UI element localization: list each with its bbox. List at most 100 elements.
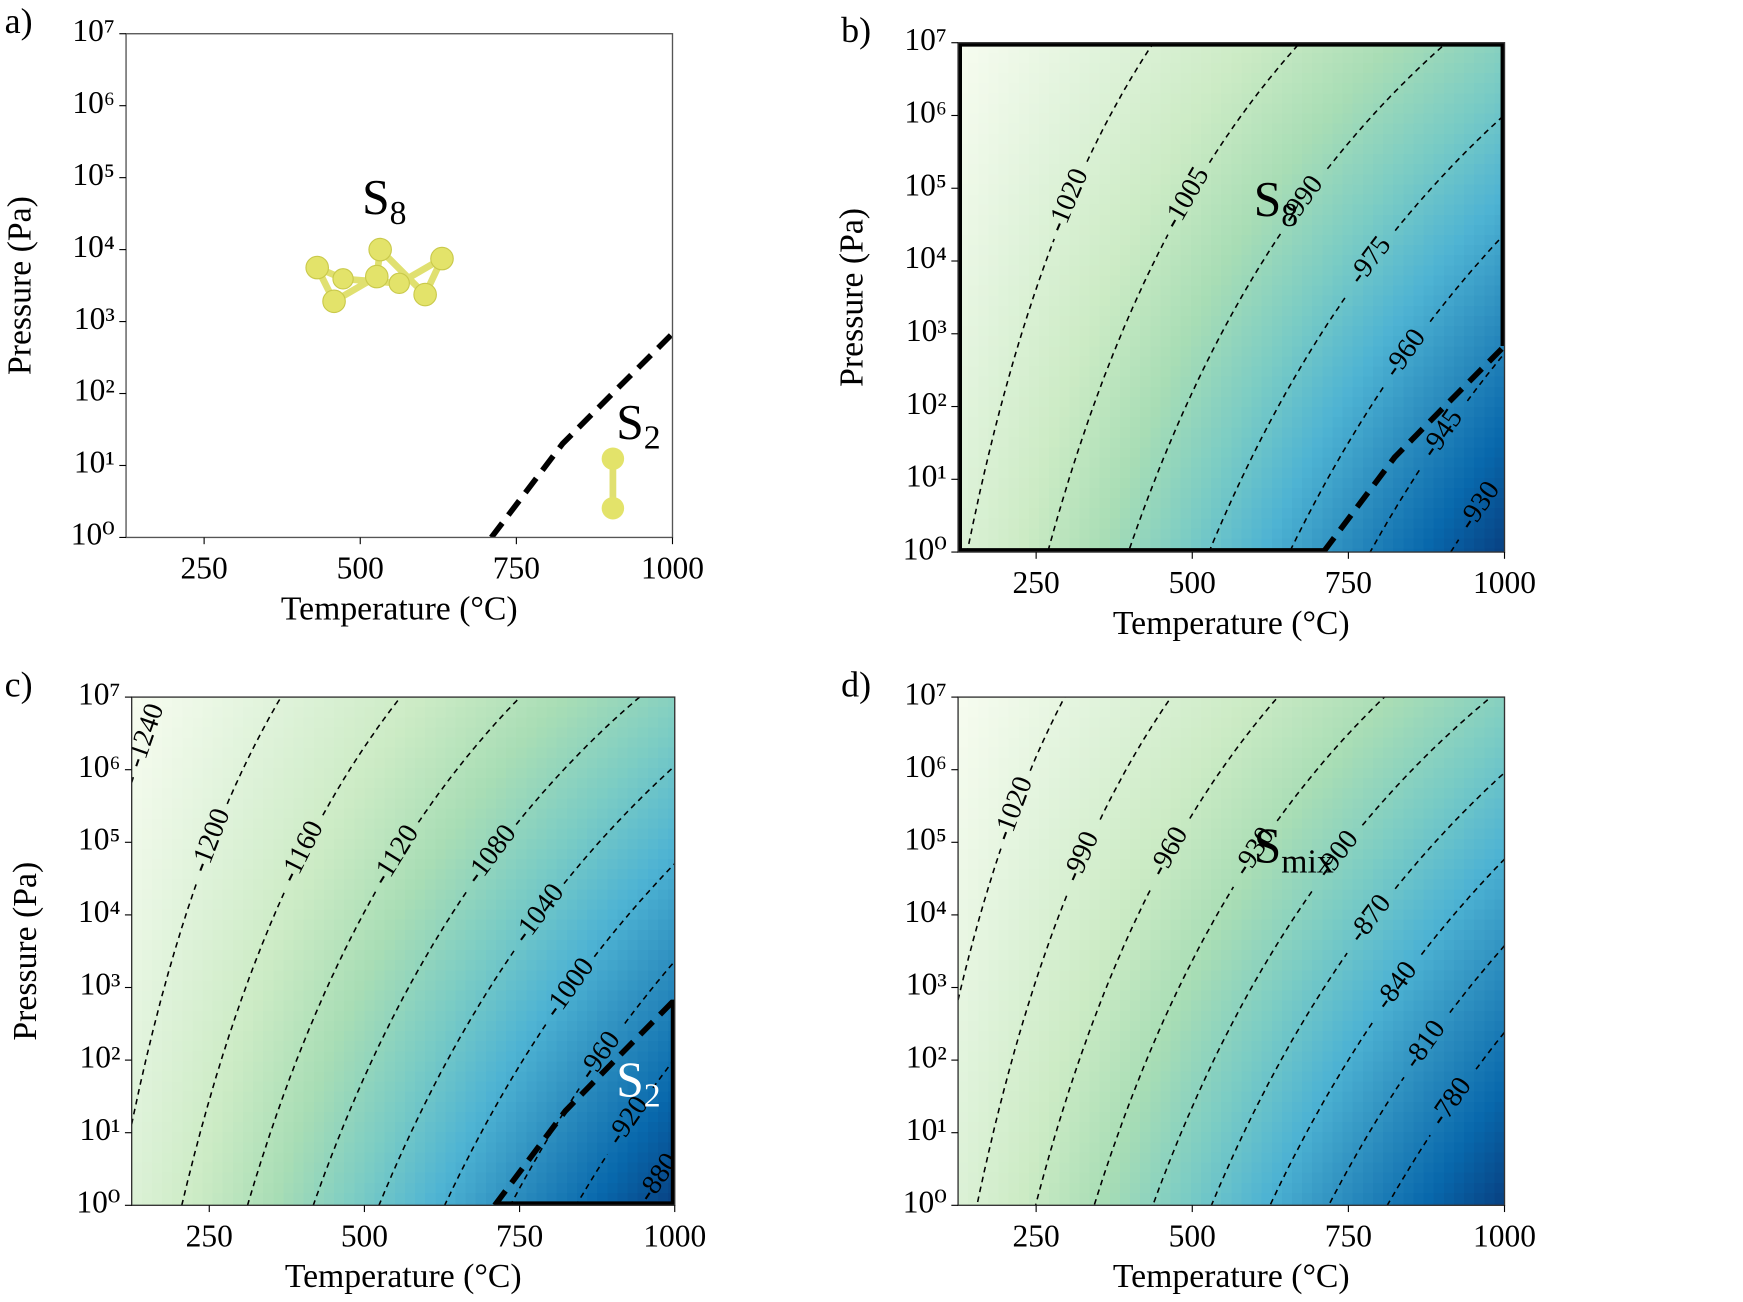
heatmap-cell (485, 1081, 497, 1093)
heatmap-cell (425, 1091, 436, 1103)
heatmap-cell (1393, 42, 1404, 54)
heatmap-cell (1464, 234, 1475, 246)
heatmap-cell (222, 960, 234, 971)
heatmap-cell (1261, 487, 1273, 499)
heatmap-cell (1261, 275, 1273, 287)
heatmap-cell (172, 697, 183, 708)
heatmap-cell (1039, 265, 1050, 277)
heatmap-cell (526, 919, 538, 931)
heatmap-cell (232, 737, 244, 749)
heatmap-cell (263, 939, 275, 951)
heatmap-cell (1433, 103, 1445, 115)
heatmap-cell (1018, 73, 1030, 84)
heatmap-cell (1039, 477, 1050, 489)
heatmap-cell (242, 929, 254, 941)
heatmap-cell (1211, 214, 1222, 226)
heatmap-cell (465, 1091, 477, 1103)
heatmap-cell (1474, 214, 1485, 226)
heatmap-cell (958, 154, 969, 165)
heatmap-cell (1453, 174, 1465, 186)
heatmap-cell (1221, 143, 1232, 155)
y-tick-label: 10¹ (906, 459, 947, 494)
heatmap-cell (1292, 447, 1303, 459)
heatmap-cell (364, 798, 376, 810)
heatmap-cell (283, 747, 295, 759)
heatmap-cell (1109, 427, 1121, 439)
heatmap-cell (192, 899, 204, 911)
heatmap-cell (151, 1132, 163, 1144)
heatmap-cell (1079, 467, 1091, 479)
heatmap-cell (1231, 417, 1243, 428)
heatmap-cell (1302, 346, 1313, 358)
heatmap-cell (222, 1061, 234, 1073)
heatmap-cell (958, 295, 969, 307)
heatmap-cell (1302, 214, 1313, 226)
heatmap-cell (516, 1081, 527, 1093)
heatmap-cell (364, 1041, 376, 1052)
heatmap-cell (1180, 93, 1192, 105)
heatmap-cell (475, 1051, 487, 1063)
y-tick-label: 10⁵ (904, 167, 946, 202)
heatmap-cell (1241, 447, 1253, 459)
heatmap-cell (1160, 487, 1172, 499)
heatmap-cell (516, 1031, 527, 1042)
heatmap-cell (344, 788, 355, 799)
heatmap-cell (1403, 42, 1415, 54)
heatmap-cell (495, 1071, 507, 1083)
heatmap-cell (404, 939, 416, 951)
heatmap-cell (1413, 477, 1425, 489)
heatmap-cell (1302, 326, 1313, 337)
heatmap-cell (1342, 386, 1354, 398)
heatmap-cell (334, 950, 345, 961)
heatmap-cell (546, 980, 558, 992)
heatmap-cell (263, 970, 275, 982)
heatmap-cell (1342, 83, 1354, 94)
heatmap-cell (1211, 113, 1222, 125)
heatmap-cell (1150, 42, 1162, 54)
heatmap-cell (1443, 326, 1455, 337)
heatmap-cell (1211, 224, 1222, 236)
heatmap-cell (1372, 427, 1384, 439)
heatmap-cell (151, 1010, 163, 1022)
heatmap-cell (1484, 407, 1496, 418)
heatmap-cell (404, 828, 416, 840)
heatmap-cell (435, 899, 447, 911)
heatmap-cell (1069, 224, 1081, 236)
heatmap-cell (1413, 407, 1425, 418)
heatmap-cell (526, 950, 538, 961)
heatmap-cell (162, 980, 173, 992)
y-tick-label: 10⁷ (72, 13, 114, 48)
heatmap-cell (334, 697, 345, 708)
heatmap-cell (1099, 487, 1111, 499)
heatmap-cell (1494, 93, 1505, 105)
heatmap-cell (415, 1101, 426, 1113)
heatmap-cell (526, 929, 538, 941)
heatmap-cell (1089, 113, 1101, 125)
heatmap-cell (1322, 164, 1334, 175)
heatmap-cell (506, 1000, 517, 1012)
heatmap-cell (1464, 396, 1475, 408)
heatmap-cell (1302, 93, 1313, 105)
heatmap-cell (313, 1051, 325, 1063)
heatmap-cell (344, 1172, 355, 1184)
heatmap-cell (445, 838, 457, 850)
heatmap-cell (1069, 427, 1081, 439)
heatmap-cell (1099, 42, 1111, 54)
heatmap-cell (1292, 143, 1303, 155)
heatmap-cell (1302, 285, 1313, 297)
heatmap-cell (1302, 487, 1313, 499)
heatmap-cell (1069, 255, 1081, 267)
heatmap-cell (1130, 508, 1141, 520)
heatmap-cell (1190, 103, 1202, 115)
heatmap-cell (1484, 214, 1496, 226)
heatmap-cell (1261, 508, 1273, 520)
heatmap-cell (303, 1152, 315, 1164)
heatmap-cell (334, 960, 345, 971)
heatmap-cell (1474, 204, 1485, 216)
heatmap-cell (1140, 315, 1152, 327)
heatmap-cell (1494, 366, 1505, 378)
heatmap-cell (475, 939, 487, 951)
heatmap-cell (1109, 336, 1121, 347)
heatmap-cell (1079, 447, 1091, 459)
heatmap-cell (1039, 498, 1050, 509)
